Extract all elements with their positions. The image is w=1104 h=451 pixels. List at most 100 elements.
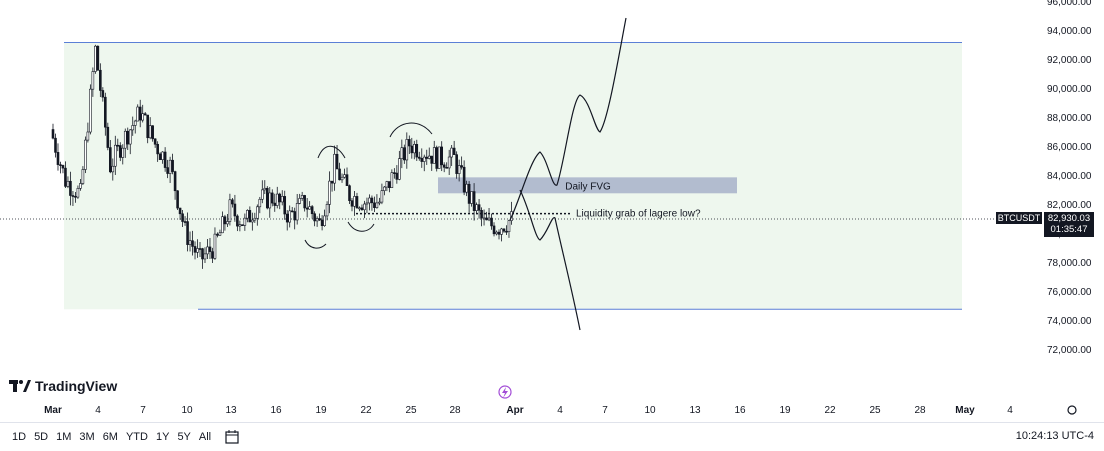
date-tick-label: 7 — [140, 405, 146, 416]
candle-body — [295, 203, 299, 221]
candle-body — [472, 191, 476, 211]
candle-body — [51, 129, 55, 139]
candle-body — [505, 230, 508, 233]
date-tick-label: 22 — [824, 405, 836, 416]
lightning-icon[interactable] — [498, 385, 512, 399]
utc-clock[interactable]: 10:24:13 UTC-4 — [1015, 430, 1094, 442]
date-tick-label: 19 — [779, 405, 791, 416]
date-tick-label: 16 — [270, 405, 282, 416]
consolidation-range-box[interactable] — [64, 42, 962, 310]
candle-body — [485, 217, 488, 221]
price-tick-label: 94,000.00 — [1047, 26, 1092, 37]
candle-body — [168, 159, 172, 174]
date-tick-label: 4 — [1007, 405, 1013, 416]
candle-body — [171, 159, 174, 172]
candle-body — [84, 139, 87, 170]
range-1m-button[interactable]: 1M — [56, 431, 72, 443]
candle-body — [502, 228, 506, 232]
candle-body — [348, 185, 351, 201]
date-tick-label: 28 — [449, 405, 461, 416]
candle-body — [178, 207, 182, 215]
candle-body — [425, 156, 429, 159]
lightning-icon — [502, 387, 508, 398]
date-tick-label: 13 — [225, 405, 237, 416]
symbol-tag: BTCUSDT — [996, 212, 1042, 224]
range-ytd-button[interactable]: YTD — [125, 431, 148, 443]
candle-body — [106, 126, 110, 148]
candle-body — [263, 187, 267, 191]
arc-annotation[interactable] — [389, 122, 433, 138]
candle-body — [370, 197, 374, 204]
candle-body — [198, 248, 202, 250]
candle-body — [393, 172, 396, 174]
candle-body — [375, 202, 379, 208]
date-tick-label: 10 — [181, 405, 193, 416]
candle-body — [183, 221, 187, 223]
candle-body — [146, 114, 149, 139]
range-1y-button[interactable]: 1Y — [155, 431, 170, 443]
candle-body — [445, 167, 448, 169]
range-5y-button[interactable]: 5Y — [177, 431, 191, 443]
candle-body — [405, 139, 409, 161]
candle-body — [253, 217, 257, 221]
range-3m-button[interactable]: 3M — [79, 431, 95, 443]
candle-body — [206, 246, 209, 255]
candle-body — [221, 216, 224, 234]
price-axis[interactable]: 96,000.00 94,000.00 92,000.00 90,000.00 88,0… — [1047, 0, 1092, 356]
candle-body — [280, 196, 284, 203]
candle-body — [465, 183, 468, 193]
candle-body — [218, 232, 222, 236]
candle-body — [420, 158, 424, 162]
candle-body — [500, 228, 503, 235]
time-axis[interactable]: Mar 4 7 10 13 16 19 22 25 28 Apr 4 7 10 13 16 19 22 25 28 Ma… — [44, 405, 1013, 416]
arc-annotation[interactable] — [317, 145, 346, 159]
candle-body — [109, 147, 112, 173]
date-tick-label: Mar — [44, 405, 62, 416]
candle-body — [470, 191, 473, 204]
range-1d-button[interactable]: 1D — [12, 431, 27, 443]
candle-body — [403, 147, 406, 161]
candle-body — [181, 213, 184, 222]
current-price-value: 82,930.03 — [1047, 213, 1091, 224]
candle-body — [69, 180, 72, 196]
candle-body — [228, 199, 232, 222]
candle-body — [256, 206, 259, 219]
arc-annotation[interactable] — [347, 221, 375, 232]
candle-body — [303, 195, 306, 209]
candle-body — [270, 192, 274, 204]
candle-body — [300, 195, 304, 199]
candle-countdown: 01:35:47 — [1050, 224, 1088, 235]
candle-body — [338, 168, 341, 181]
candle-body — [335, 153, 339, 170]
date-tick-label: 25 — [405, 405, 417, 416]
candle-body — [452, 147, 456, 155]
candle-body — [330, 180, 334, 184]
price-tick-label: 76,000.00 — [1047, 287, 1092, 298]
range-6m-button[interactable]: 6M — [102, 431, 118, 443]
candle-body — [156, 143, 159, 155]
candle-body — [398, 158, 401, 180]
bearish-projection-path[interactable] — [519, 189, 581, 331]
candle-body — [437, 146, 441, 169]
candle-body — [460, 165, 463, 168]
range-all-button[interactable]: All — [198, 431, 212, 443]
date-tick-label: May — [955, 405, 975, 416]
calendar-icon[interactable] — [225, 430, 239, 444]
candle-body — [408, 139, 411, 147]
daily-fvg-box[interactable] — [438, 177, 737, 194]
arc-annotation[interactable] — [304, 239, 327, 249]
candle-body — [495, 231, 498, 235]
range-5d-button[interactable]: 5D — [34, 431, 49, 443]
candle-body — [487, 217, 491, 221]
candle-body — [191, 240, 194, 247]
settings-gear-icon[interactable] — [1067, 405, 1077, 415]
candle-body — [457, 165, 461, 174]
candle-body — [358, 207, 361, 210]
candle-body — [507, 220, 511, 233]
bullish-projection-path[interactable] — [509, 17, 627, 221]
candle-body — [313, 213, 316, 222]
candle-body — [340, 176, 344, 181]
candle-body — [432, 147, 436, 164]
candle-body — [94, 45, 97, 72]
